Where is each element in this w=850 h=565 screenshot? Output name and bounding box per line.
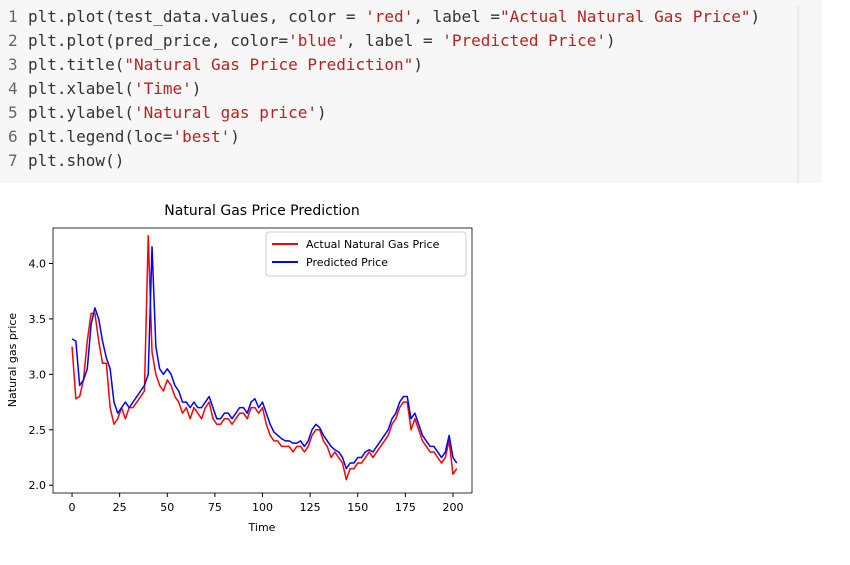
y-tick-label: 2.5 bbox=[29, 424, 47, 437]
code-text: , label = bbox=[413, 7, 500, 26]
code-text: plt.legend(loc= bbox=[28, 127, 173, 146]
code-string: 'Natural gas price' bbox=[134, 103, 317, 122]
code-text: plt.title( bbox=[28, 55, 124, 74]
code-text: ) bbox=[606, 31, 616, 50]
x-tick-label: 75 bbox=[208, 501, 222, 514]
x-tick-label: 150 bbox=[347, 501, 368, 514]
code-cell bbox=[0, 0, 822, 183]
code-line: plt.title("Natural Gas Price Prediction"… bbox=[28, 55, 423, 74]
code-string: 'Time' bbox=[134, 79, 192, 98]
code-line: plt.plot(pred_price, color='blue', label… bbox=[28, 31, 616, 50]
chart-title: Natural Gas Price Prediction bbox=[164, 203, 359, 219]
code-line: plt.xlabel('Time') bbox=[28, 79, 201, 98]
legend-label: Actual Natural Gas Price bbox=[306, 238, 440, 251]
line-number: 7 bbox=[8, 151, 18, 170]
line-number: 3 bbox=[8, 55, 18, 74]
x-tick-label: 175 bbox=[395, 501, 416, 514]
legend-label: Predicted Price bbox=[306, 256, 388, 269]
y-tick-label: 3.0 bbox=[29, 368, 47, 381]
code-text: ) bbox=[192, 79, 202, 98]
line-number: 1 bbox=[8, 7, 18, 26]
x-tick-label: 125 bbox=[300, 501, 321, 514]
code-string: 'best' bbox=[173, 127, 231, 146]
code-line: plt.ylabel('Natural gas price') bbox=[28, 103, 327, 122]
legend-box bbox=[265, 231, 467, 277]
code-string: "Natural Gas Price Prediction" bbox=[124, 55, 413, 74]
x-axis-label: Time bbox=[248, 521, 276, 534]
y-tick-label: 4.0 bbox=[29, 257, 47, 270]
plot-frame bbox=[52, 227, 473, 494]
line-number: 2 bbox=[8, 31, 18, 50]
code-text: ) bbox=[413, 55, 423, 74]
line-number: 6 bbox=[8, 127, 18, 146]
code-text: ) bbox=[317, 103, 327, 122]
code-text: ) bbox=[230, 127, 240, 146]
line-number: 4 bbox=[8, 79, 18, 98]
code-text: ) bbox=[750, 7, 760, 26]
code-text: plt.show() bbox=[28, 151, 124, 170]
code-text: plt.plot(test_data.values, color = bbox=[28, 7, 365, 26]
code-text: plt.ylabel( bbox=[28, 103, 134, 122]
x-tick-label: 50 bbox=[160, 501, 174, 514]
code-text: plt.plot(pred_price, color= bbox=[28, 31, 288, 50]
x-tick-label: 0 bbox=[69, 501, 76, 514]
y-tick-label: 2.0 bbox=[29, 479, 47, 492]
line-number: 5 bbox=[8, 103, 18, 122]
code-line: plt.plot(test_data.values, color = 'red'… bbox=[28, 7, 760, 26]
y-tick-label: 3.5 bbox=[29, 313, 47, 326]
x-tick-label: 100 bbox=[252, 501, 273, 514]
code-string: 'red' bbox=[365, 7, 413, 26]
y-axis-label: Natural gas price bbox=[6, 313, 19, 408]
series-line bbox=[71, 246, 458, 470]
x-tick-label: 200 bbox=[442, 501, 463, 514]
series-line bbox=[71, 235, 458, 481]
code-string: "Actual Natural Gas Price" bbox=[500, 7, 750, 26]
x-tick-label: 25 bbox=[113, 501, 127, 514]
code-string: 'Predicted Price' bbox=[442, 31, 606, 50]
code-text: plt.xlabel( bbox=[28, 79, 134, 98]
code-line: plt.show() bbox=[28, 151, 124, 170]
code-text: , label = bbox=[346, 31, 442, 50]
code-line: plt.legend(loc='best') bbox=[28, 127, 240, 146]
code-string: 'blue' bbox=[288, 31, 346, 50]
